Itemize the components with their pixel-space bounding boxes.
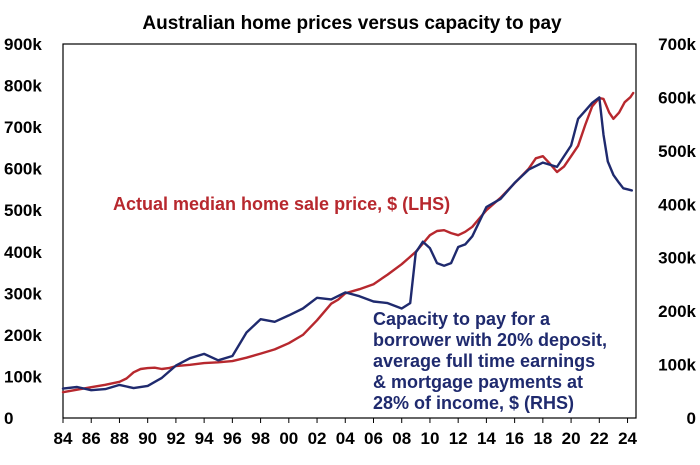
x-axis-tick-label: 08 (392, 429, 411, 448)
x-axis-tick-label: 92 (166, 429, 185, 448)
left-axis-tick-label: 100k (4, 367, 42, 386)
right-axis-tick-label: 600k (658, 88, 696, 107)
left-axis-tick-label: 900k (4, 35, 42, 54)
left-axis-tick-label: 800k (4, 77, 42, 96)
right-axis-tick-label: 500k (658, 142, 696, 161)
x-axis-tick-label: 84 (54, 429, 73, 448)
x-axis-tick-label: 02 (308, 429, 327, 448)
lhs-series-label: Actual median home sale price, $ (LHS) (113, 194, 450, 214)
rhs-series-label-line: 28% of income, $ (RHS) (373, 393, 574, 413)
x-axis-tick-label: 20 (562, 429, 581, 448)
left-axis-tick-label: 500k (4, 201, 42, 220)
x-axis-tick-label: 22 (590, 429, 609, 448)
x-axis-tick-label: 12 (449, 429, 468, 448)
x-axis-tick-label: 00 (279, 429, 298, 448)
left-axis-tick-label: 700k (4, 118, 42, 137)
right-axis-tick-label: 300k (658, 249, 696, 268)
chart-title: Australian home prices versus capacity t… (142, 13, 562, 34)
x-axis-tick-label: 16 (505, 429, 524, 448)
capacity-to-pay-line (61, 96, 633, 392)
x-axis-tick-label: 86 (82, 429, 101, 448)
left-axis-tick-label: 600k (4, 160, 42, 179)
x-axis-tick-label: 90 (138, 429, 157, 448)
right-axis-tick-label: 400k (658, 195, 696, 214)
rhs-series-label-line: average full time earnings (373, 351, 595, 371)
rhs-series-label-line: & mortgage payments at (373, 372, 583, 392)
x-axis-tick-label: 14 (477, 429, 496, 448)
x-axis-tick-label: 04 (336, 429, 355, 448)
right-axis-tick-label: 700k (658, 35, 696, 54)
left-axis-tick-label: 0 (4, 409, 13, 428)
x-axis-tick-label: 98 (251, 429, 270, 448)
right-axis-tick-label: 100k (658, 356, 696, 375)
rhs-series-label-line: Capacity to pay for a (373, 309, 551, 329)
x-axis-tick-label: 96 (223, 429, 242, 448)
plot-area: 0 100k 200k 300k 400k 500k 600k 700k 800k 900k 0 10… (4, 35, 697, 448)
left-axis-tick-label: 300k (4, 284, 42, 303)
rhs-series-label-line: borrower with 20% deposit, (373, 330, 607, 350)
x-axis-tick-label: 94 (195, 429, 214, 448)
right-axis-tick-label: 200k (658, 302, 696, 321)
plot-frame (62, 43, 637, 419)
x-axis-tick-label: 06 (364, 429, 383, 448)
x-axis-tick-label: 24 (618, 429, 637, 448)
x-axis-tick-label: 10 (420, 429, 439, 448)
left-axis-tick-label: 200k (4, 326, 42, 345)
right-axis-tick-label: 0 (687, 409, 696, 428)
x-axis-tick-label: 88 (110, 429, 129, 448)
x-axis-tick-label: 18 (533, 429, 552, 448)
median-price-line (61, 91, 635, 394)
left-axis-tick-label: 400k (4, 243, 42, 262)
